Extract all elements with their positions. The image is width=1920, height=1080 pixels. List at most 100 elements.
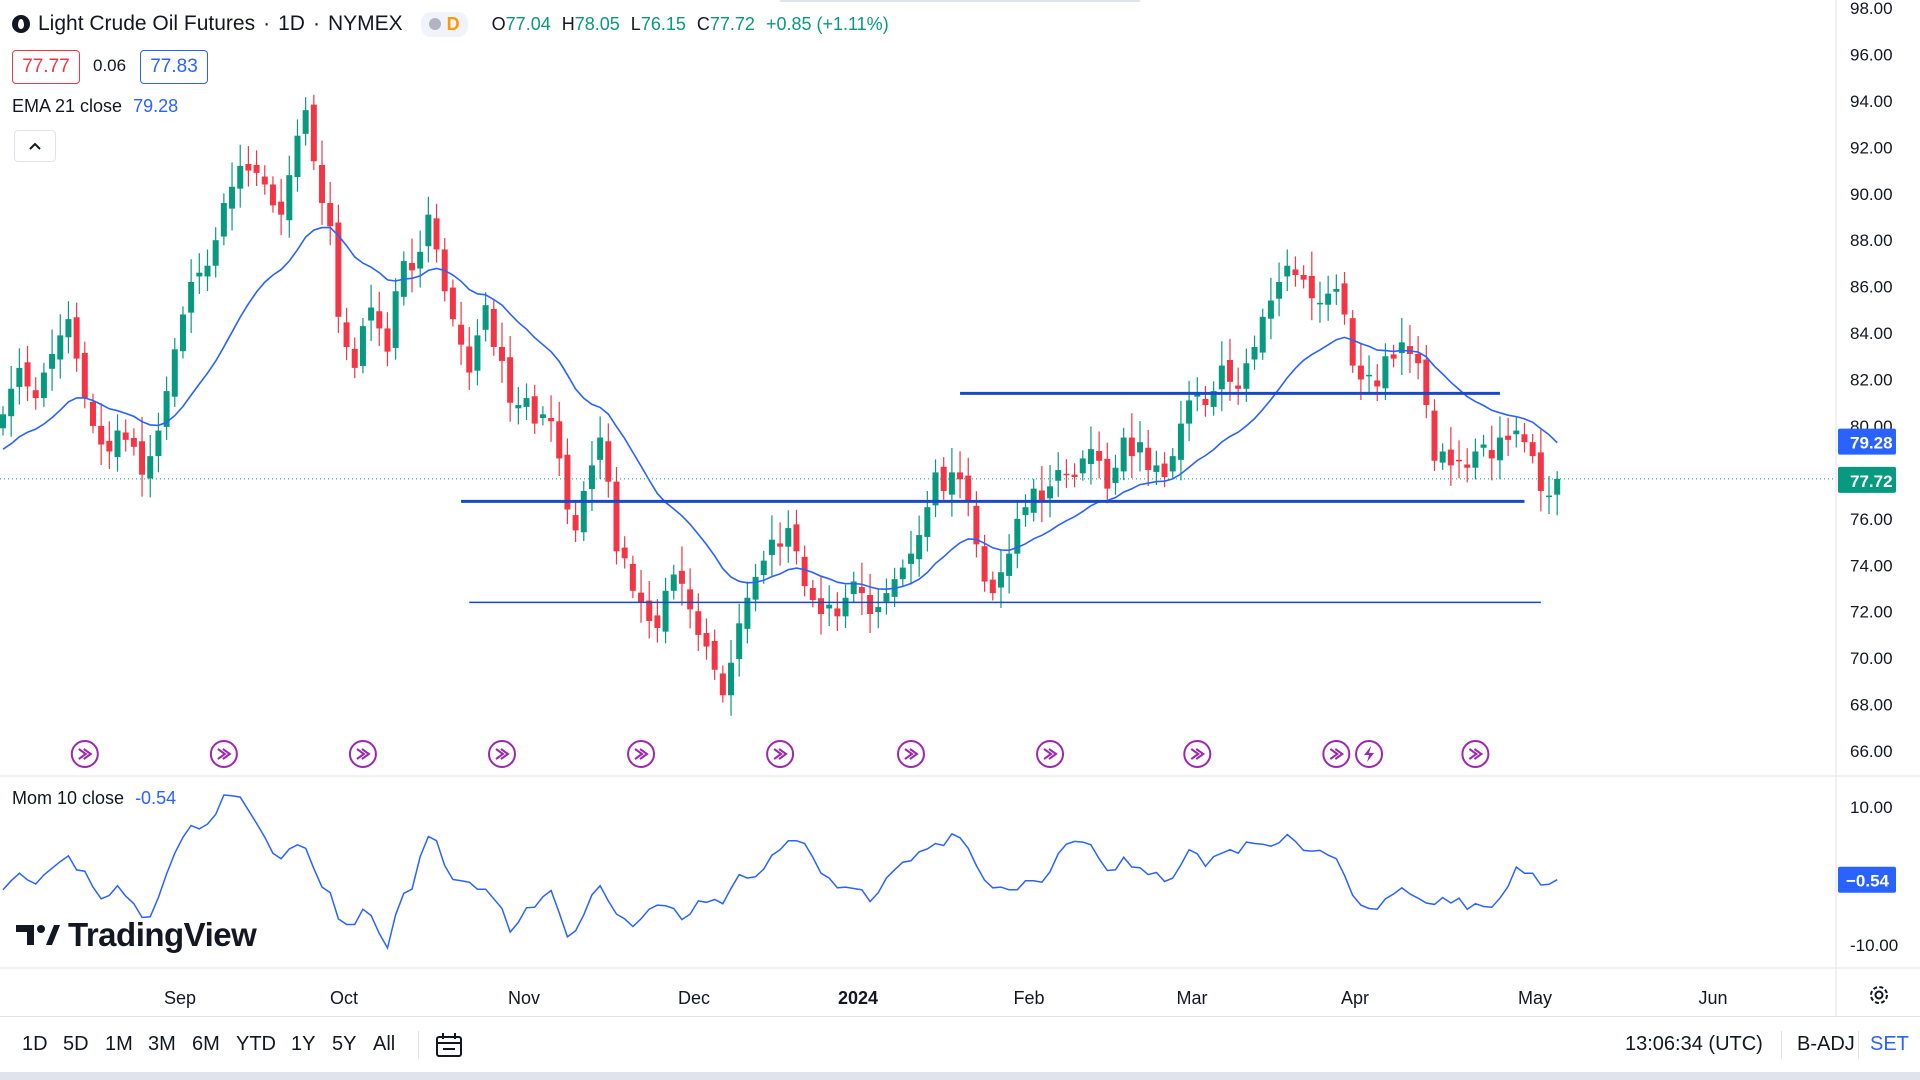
price-tick-label: 70.00 <box>1850 649 1893 668</box>
candle-body <box>1480 444 1487 448</box>
candle-body <box>253 164 260 173</box>
collapse-legend-button[interactable] <box>14 130 56 162</box>
candle-body <box>1087 449 1094 465</box>
momentum-tick-label: -10.00 <box>1850 936 1898 955</box>
candle-body <box>580 490 587 533</box>
time-tick-label: Apr <box>1341 988 1369 1008</box>
candle-body <box>801 556 808 587</box>
ema-legend[interactable]: EMA 21 close 79.28 <box>12 96 178 117</box>
candle-body <box>196 272 203 277</box>
settlement-toggle[interactable]: SET <box>1870 1033 1909 1055</box>
candle-body <box>1529 442 1536 457</box>
range-3m-button[interactable]: 3M <box>148 1033 176 1055</box>
candle-body <box>16 367 23 387</box>
candle-body <box>1079 458 1086 474</box>
candle-body <box>98 425 105 445</box>
candle-body <box>1382 356 1389 389</box>
price-tick-label: 90.00 <box>1850 185 1893 204</box>
price-tick-label: 86.00 <box>1850 278 1893 297</box>
ema-legend-value: 79.28 <box>133 96 179 116</box>
momentum-value-tag-label: −0.54 <box>1846 872 1890 891</box>
price-tick-label: 74.00 <box>1850 556 1893 575</box>
range-6m-button[interactable]: 6M <box>192 1033 220 1055</box>
clock-time[interactable]: 13:06:34 (UTC) <box>1625 1033 1763 1055</box>
candle-body <box>1161 463 1168 478</box>
calendar-icon[interactable] <box>434 1031 464 1059</box>
candle-body <box>678 570 685 584</box>
range-1m-button[interactable]: 1M <box>105 1033 133 1055</box>
range-1d-button[interactable]: 1D <box>22 1033 48 1055</box>
symbol-name[interactable]: Light Crude Oil Futures <box>38 12 256 35</box>
candle-body <box>212 240 219 266</box>
candle-body <box>294 135 301 178</box>
candle-body <box>768 539 775 556</box>
chevron-right-icon <box>1329 748 1345 760</box>
price-tick-label: 98.00 <box>1850 0 1893 18</box>
gear-icon[interactable] <box>1868 984 1890 1006</box>
candle-body <box>597 437 604 460</box>
candle-body <box>1259 316 1266 353</box>
candle-body <box>834 608 841 617</box>
candle-body <box>875 607 882 613</box>
candle-body <box>1071 474 1078 478</box>
candle-body <box>899 567 906 580</box>
time-tick-label: May <box>1518 988 1552 1008</box>
mom-legend-label: Mom 10 close <box>12 788 125 808</box>
candle-body <box>1423 359 1430 406</box>
candle-body <box>1006 553 1013 576</box>
candle-body <box>924 507 931 537</box>
candle-body <box>392 291 399 348</box>
candle-body <box>1243 363 1250 389</box>
candle-body <box>646 600 653 621</box>
candle-body <box>1496 437 1503 461</box>
candle-body <box>1316 302 1323 305</box>
market-status-badge[interactable]: D <box>420 11 468 37</box>
candle-body <box>1415 353 1422 364</box>
range-ytd-button[interactable]: YTD <box>236 1033 276 1055</box>
candle-body <box>0 414 6 429</box>
high-value: 78.05 <box>574 13 620 34</box>
candle-body <box>1169 456 1176 472</box>
candle-body <box>572 515 579 531</box>
candle-body <box>490 308 497 347</box>
range-all-button[interactable]: All <box>373 1033 396 1055</box>
candle-body <box>417 251 424 269</box>
range-5d-button[interactable]: 5D <box>63 1033 89 1055</box>
momentum-legend[interactable]: Mom 10 close -0.54 <box>12 788 176 809</box>
candle-body <box>1022 507 1029 516</box>
candle-body <box>973 505 980 545</box>
candle-body <box>1349 318 1356 366</box>
range-5y-button[interactable]: 5Y <box>332 1033 357 1055</box>
candle-body <box>1218 365 1225 390</box>
candle-body <box>384 328 391 352</box>
range-1y-button[interactable]: 1Y <box>291 1033 316 1055</box>
candle-body <box>1431 410 1438 461</box>
candle-body <box>826 604 833 609</box>
candle-body <box>1014 518 1021 554</box>
chevron-right-icon <box>904 748 919 760</box>
candle-body <box>662 590 669 632</box>
bid-price-button[interactable]: 77.77 <box>12 50 80 84</box>
candle-body <box>1505 435 1512 440</box>
candle-body <box>49 353 56 369</box>
candle-body <box>81 353 88 399</box>
tradingview-logo[interactable]: TradingView <box>16 916 257 954</box>
candle-body <box>32 390 39 399</box>
candle-body <box>433 218 440 250</box>
candle-body <box>948 472 955 495</box>
delayed-letter: D <box>446 13 460 34</box>
momentum-value-tag <box>1838 866 1896 893</box>
candle-body <box>466 346 473 373</box>
interval-label[interactable]: 1D <box>278 12 305 35</box>
candle-body <box>65 319 72 338</box>
candle-body <box>515 405 522 409</box>
candle-body <box>286 175 293 221</box>
ask-price-button[interactable]: 77.83 <box>140 50 208 84</box>
candle-body <box>73 317 80 359</box>
candle-body <box>57 335 64 360</box>
candle-body <box>1554 478 1561 495</box>
low-value: 76.15 <box>640 13 686 34</box>
back-adjust-toggle[interactable]: B-ADJ <box>1797 1033 1855 1055</box>
bottom-toolbar: 1D 5D 1M 3M 6M YTD 1Y 5Y All 13:06:34 (U… <box>0 1016 1920 1073</box>
